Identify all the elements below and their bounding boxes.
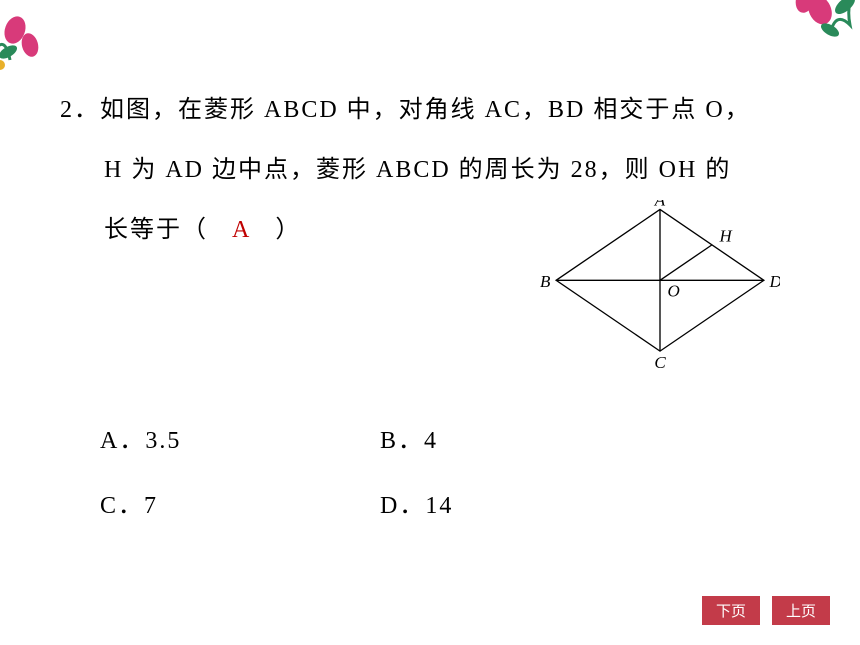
label-a: A bbox=[654, 200, 666, 210]
q-text-3-prefix: 长等于（ bbox=[104, 217, 208, 243]
q-text-1: 如图，在菱形 ABCD 中，对角线 AC，BD 相交于点 O， bbox=[100, 97, 751, 123]
prev-page-button[interactable]: 上页 bbox=[772, 596, 830, 625]
nav-buttons: 下页 上页 bbox=[702, 596, 830, 625]
label-h: H bbox=[719, 227, 734, 246]
flower-deco-right bbox=[750, 0, 860, 60]
option-b: B．4 bbox=[380, 420, 660, 455]
label-d: D bbox=[769, 272, 780, 291]
question-line-2: H 为 AD 边中点，菱形 ABCD 的周长为 28，则 OH 的 bbox=[60, 140, 800, 200]
label-b: B bbox=[540, 272, 551, 291]
question-line-1: 2．如图，在菱形 ABCD 中，对角线 AC，BD 相交于点 O， bbox=[60, 80, 800, 140]
answer-letter: A bbox=[216, 217, 267, 243]
answer-value: A bbox=[232, 217, 251, 243]
option-c: C．7 bbox=[100, 485, 380, 520]
q-text-3-suffix: ） bbox=[275, 217, 301, 243]
label-c: C bbox=[654, 353, 666, 370]
option-a: A．3.5 bbox=[100, 420, 380, 455]
rhombus-diagram: A B C D O H bbox=[540, 200, 780, 370]
options-row-1: A．3.5 B．4 bbox=[100, 420, 660, 455]
segment-oh bbox=[660, 245, 712, 280]
flower-deco-left bbox=[0, 0, 80, 80]
label-o: O bbox=[668, 281, 680, 300]
next-page-button[interactable]: 下页 bbox=[702, 596, 760, 625]
options-row-2: C．7 D．14 bbox=[100, 485, 660, 520]
question-number: 2． bbox=[60, 97, 100, 123]
option-d: D．14 bbox=[380, 485, 660, 520]
options-block: A．3.5 B．4 C．7 D．14 bbox=[100, 420, 660, 550]
